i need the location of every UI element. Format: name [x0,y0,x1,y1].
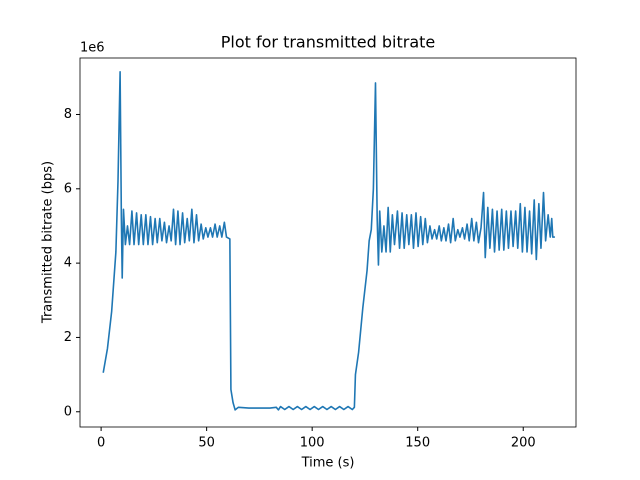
y-tick-label: 4 [64,256,72,271]
x-tick-label: 50 [198,436,215,451]
x-tick-label: 200 [511,436,536,451]
data-line [102,70,555,411]
x-tick-label: 150 [405,436,430,451]
y-tick-label: 8 [64,107,72,122]
y-tick-label: 2 [64,330,72,345]
y-tick-label: 6 [64,181,72,196]
x-tick-label: 0 [97,436,105,451]
y-tick-label: 0 [64,404,72,419]
plot-frame [79,57,577,428]
chart-title: Plot for transmitted bitrate [221,33,436,52]
x-tick-label: 100 [300,436,325,451]
x-axis-title: Time (s) [301,456,355,471]
y-axis-title: Transmitted bitrate (bps) [41,161,56,324]
y-offset-label: 1e6 [80,41,105,56]
